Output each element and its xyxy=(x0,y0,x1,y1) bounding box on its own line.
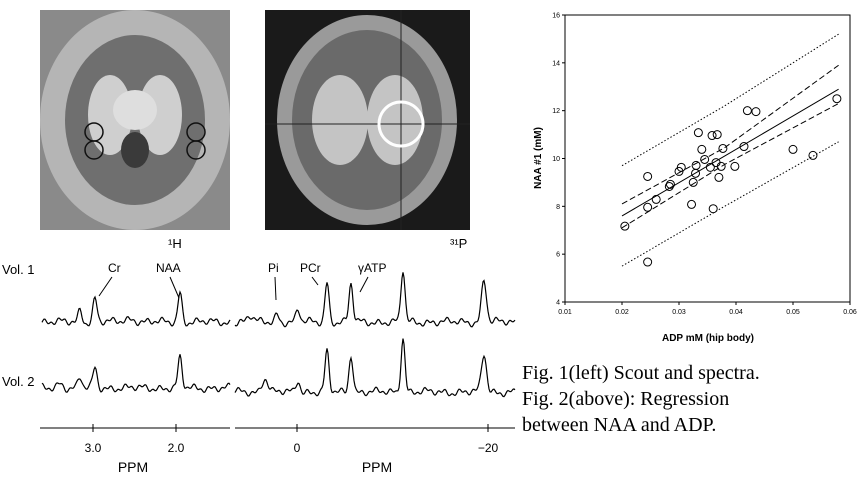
scatter-point xyxy=(712,130,722,140)
x-tick-label: 0.05 xyxy=(786,309,800,316)
y-tick-label: 16 xyxy=(552,13,560,20)
proton-scout-image xyxy=(40,10,230,230)
row-label: Vol. 1 xyxy=(2,262,35,277)
scatter-point xyxy=(620,221,630,231)
scatter-point xyxy=(700,154,710,164)
scatter-point xyxy=(788,144,798,154)
scatter-point xyxy=(687,199,697,209)
plot-frame xyxy=(564,14,851,303)
row-label: Vol. 2 xyxy=(2,374,35,389)
x-tick-label: 0.01 xyxy=(558,309,572,316)
phosphorus-scout-image xyxy=(265,10,470,230)
fit-line xyxy=(621,141,839,267)
scatter-point xyxy=(691,160,701,170)
y-tick-label: 14 xyxy=(552,60,560,67)
y-tick-label: 12 xyxy=(552,108,560,115)
y-tick-label: 6 xyxy=(556,252,560,259)
y-tick-label: 8 xyxy=(556,204,560,211)
scatter-point xyxy=(832,94,842,104)
ppm-axis-label: PPM xyxy=(118,459,148,475)
x-axis-label: ADP mM (hip body) xyxy=(662,333,754,344)
fit-line xyxy=(621,64,839,205)
scatter-point xyxy=(697,144,707,154)
scatter-plot: ADP mM (hip body) NAA #1 (mM) 0.01 0.02 0.… xyxy=(533,13,857,345)
spectrum-trace xyxy=(234,272,516,328)
ppm-tick-label: 0 xyxy=(294,441,301,455)
scatter-point xyxy=(664,181,674,191)
peak-label: NAA xyxy=(156,261,181,275)
ppm-tick-label: 2.0 xyxy=(168,441,185,455)
scatter-point xyxy=(808,150,818,160)
spectra xyxy=(41,272,516,398)
scatter-point xyxy=(651,194,661,204)
scatter-point xyxy=(676,162,686,172)
ppm-axis-label: PPM xyxy=(362,459,392,475)
scatter-point xyxy=(643,257,653,267)
fit-line xyxy=(621,103,839,229)
caption-line: Fig. 2(above): Regression xyxy=(522,388,729,410)
y-tick-label: 10 xyxy=(552,156,560,163)
spectrum-trace xyxy=(41,354,231,394)
scatter-point xyxy=(708,204,718,214)
spectrum-trace xyxy=(234,338,516,398)
x-tick-label: 0.04 xyxy=(729,309,743,316)
caption-line: Fig. 1(left) Scout and spectra. xyxy=(522,362,760,384)
peak-leaders xyxy=(98,276,369,301)
scatter-point xyxy=(718,143,728,153)
scatter-point xyxy=(693,128,703,138)
scatter-point xyxy=(714,172,724,182)
scatter-point xyxy=(643,171,653,181)
x-tick-label: 0.06 xyxy=(843,309,857,316)
x-tick-label: 0.03 xyxy=(672,309,686,316)
scatter-point xyxy=(688,177,698,187)
scatter-point xyxy=(707,131,717,141)
x-tick-label: 0.02 xyxy=(615,309,629,316)
scatter-point xyxy=(742,106,752,116)
peak-label: γATP xyxy=(358,261,386,275)
fit-line xyxy=(621,33,839,167)
peak-label: Cr xyxy=(108,261,121,275)
caption-line: between NAA and ADP. xyxy=(522,414,716,436)
scatter-point xyxy=(665,179,675,189)
peak-label: PCr xyxy=(300,261,321,275)
scatter-point xyxy=(643,202,653,212)
scatter-point xyxy=(730,161,740,171)
ppm-axes xyxy=(40,424,515,432)
scatter-point xyxy=(739,142,749,152)
image-label: ³¹P xyxy=(450,236,467,251)
scatter-point xyxy=(751,107,761,117)
y-axis-label: NAA #1 (mM) xyxy=(533,127,544,189)
image-label: ¹H xyxy=(168,236,182,251)
spectrum-trace xyxy=(41,290,231,327)
ppm-tick-label: 3.0 xyxy=(85,441,102,455)
fit-line xyxy=(621,88,839,217)
peak-label: Pi xyxy=(268,261,279,275)
scatter-point xyxy=(716,161,726,171)
ppm-tick-label: −20 xyxy=(478,441,499,455)
y-tick-label: 4 xyxy=(556,300,560,307)
scatter-point xyxy=(705,162,715,172)
